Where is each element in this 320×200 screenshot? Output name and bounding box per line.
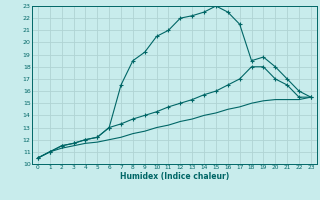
X-axis label: Humidex (Indice chaleur): Humidex (Indice chaleur) <box>120 172 229 181</box>
